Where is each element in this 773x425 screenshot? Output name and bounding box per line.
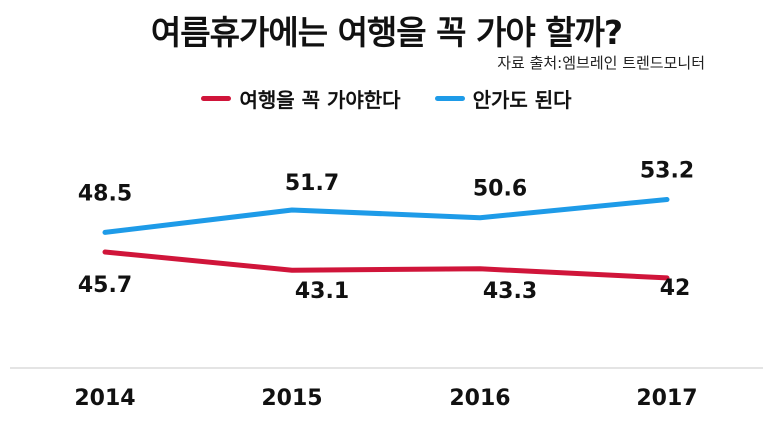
x-tick-label: 2014	[74, 386, 135, 411]
legend-swatch-optional	[434, 96, 465, 101]
x-tick-label: 2017	[636, 386, 697, 411]
chart-source: 자료 출처:엠브레인 트렌드모니터	[497, 54, 705, 72]
data-label: 43.1	[295, 279, 349, 304]
chart-legend: 여행을 꼭 가야한다 안가도 된다	[0, 84, 773, 113]
data-label: 48.5	[78, 181, 132, 206]
data-label: 45.7	[78, 273, 132, 298]
series-line-must-travel	[102, 249, 670, 281]
legend-item-optional: 안가도 된다	[434, 84, 572, 113]
series-line-optional	[102, 197, 670, 235]
legend-label-must-travel: 여행을 꼭 가야한다	[239, 88, 401, 112]
data-label: 51.7	[285, 171, 339, 196]
data-label: 50.6	[473, 177, 527, 202]
legend-item-must-travel: 여행을 꼭 가야한다	[201, 84, 401, 113]
data-label: 53.2	[640, 159, 694, 184]
legend-label-optional: 안가도 된다	[472, 88, 572, 112]
data-label: 42	[660, 276, 691, 301]
legend-swatch-must-travel	[201, 96, 232, 101]
data-label: 43.3	[483, 279, 537, 304]
chart-title: 여름휴가에는 여행을 꼭 가야 할까?	[150, 13, 623, 52]
x-tick-label: 2016	[449, 386, 510, 411]
x-tick-label: 2015	[261, 386, 322, 411]
